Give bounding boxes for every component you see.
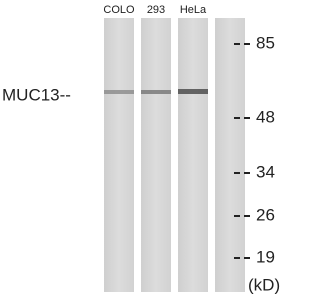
- band: [178, 89, 208, 94]
- lane: [178, 18, 208, 292]
- lane: [215, 18, 245, 292]
- marker-label: 34: [256, 162, 275, 181]
- marker-label: 26: [256, 205, 275, 224]
- marker-label: 85: [256, 33, 275, 52]
- band: [141, 90, 171, 94]
- marker-dashes: [234, 43, 250, 259]
- marker-label: 19: [256, 247, 275, 266]
- unit-label: (kD): [248, 275, 280, 294]
- blot-figure: COLO 293 HeLa MUC13-- 85 48 34 26 19 (kD…: [2, 3, 281, 295]
- lane-label: 293: [147, 4, 165, 16]
- lane: [141, 18, 171, 292]
- lane-label: COLO: [103, 4, 135, 16]
- lane-label: HeLa: [180, 4, 207, 16]
- band: [104, 90, 134, 94]
- marker-label: 48: [256, 107, 275, 126]
- protein-label: MUC13--: [2, 85, 71, 104]
- lane: [104, 18, 134, 292]
